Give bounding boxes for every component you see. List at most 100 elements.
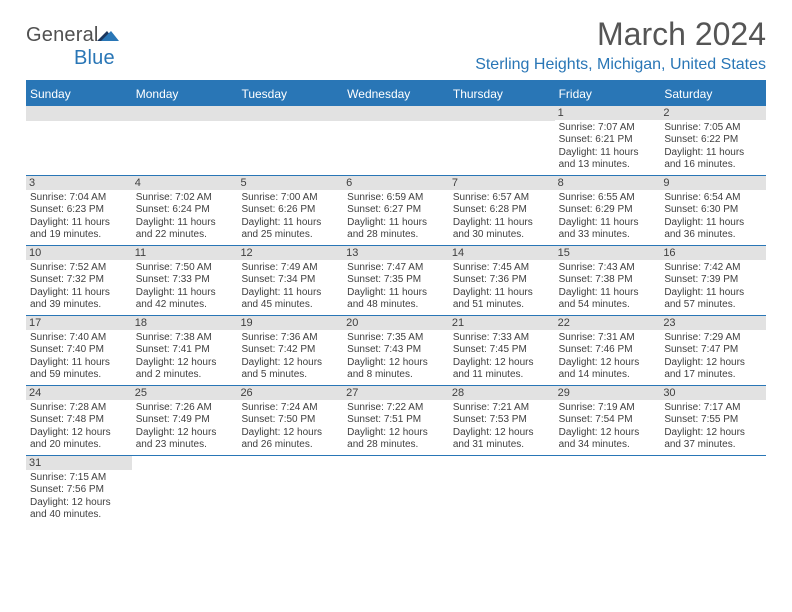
day-info: Sunrise: 6:54 AMSunset: 6:30 PMDaylight:… — [664, 192, 762, 242]
day-cell: 8 Sunrise: 6:55 AMSunset: 6:29 PMDaylight… — [555, 176, 661, 245]
day-cell: 12Sunrise: 7:49 AMSunset: 7:34 PMDayligh… — [237, 246, 343, 315]
day-cell: 9 Sunrise: 6:54 AMSunset: 6:30 PMDaylight… — [660, 176, 766, 245]
brand-name-1: General — [26, 24, 99, 46]
day-info: Sunrise: 7:29 AMSunset: 7:47 PMDaylight:… — [664, 332, 762, 382]
date-number: 12 — [237, 246, 343, 260]
day-cell: 11 Sunrise: 7:50 AMSunset: 7:33 PMDayligh… — [132, 246, 238, 315]
day-info: Sunrise: 7:45 AMSunset: 7:36 PMDaylight:… — [453, 262, 551, 312]
weekday-header-row: Sunday Monday Tuesday Wednesday Thursday… — [26, 82, 766, 106]
date-number: 8 — [555, 176, 661, 190]
week-row: 24Sunrise: 7:28 AMSunset: 7:48 PMDayligh… — [26, 386, 766, 456]
empty-datebar — [132, 106, 238, 121]
date-number: 4 — [132, 176, 238, 190]
day-cell: 14Sunrise: 7:45 AMSunset: 7:36 PMDayligh… — [449, 246, 555, 315]
day-info: Sunrise: 7:26 AMSunset: 7:49 PMDaylight:… — [136, 402, 234, 452]
date-number: 24 — [26, 386, 132, 400]
day-cell — [343, 106, 449, 175]
weekday-header: Saturday — [660, 82, 766, 106]
day-cell — [237, 106, 343, 175]
brand-name-2: Blue — [74, 47, 115, 69]
date-number: 18 — [132, 316, 238, 330]
day-cell: 17 Sunrise: 7:40 AMSunset: 7:40 PMDayligh… — [26, 316, 132, 385]
day-cell: 13Sunrise: 7:47 AMSunset: 7:35 PMDayligh… — [343, 246, 449, 315]
date-number: 17 — [26, 316, 132, 330]
week-row: 10Sunrise: 7:52 AMSunset: 7:32 PMDayligh… — [26, 246, 766, 316]
day-cell: 30Sunrise: 7:17 AMSunset: 7:55 PMDayligh… — [660, 386, 766, 455]
date-number: 19 — [237, 316, 343, 330]
day-cell: 22 Sunrise: 7:31 AMSunset: 7:46 PMDayligh… — [555, 316, 661, 385]
date-number: 31 — [26, 456, 132, 470]
day-info: Sunrise: 6:55 AMSunset: 6:29 PMDaylight:… — [559, 192, 657, 242]
day-cell: 31 Sunrise: 7:15 AMSunset: 7:56 PMDayligh… — [26, 456, 132, 525]
day-cell: 28 Sunrise: 7:21 AMSunset: 7:53 PMDayligh… — [449, 386, 555, 455]
date-number: 9 — [660, 176, 766, 190]
week-row: 3Sunrise: 7:04 AMSunset: 6:23 PMDaylight… — [26, 176, 766, 246]
date-number: 1 — [555, 106, 661, 120]
week-row: 1Sunrise: 7:07 AMSunset: 6:21 PMDaylight… — [26, 106, 766, 176]
empty-datebar — [449, 106, 555, 121]
day-cell: 23 Sunrise: 7:29 AMSunset: 7:47 PMDayligh… — [660, 316, 766, 385]
brand-logo: General Blue — [26, 24, 119, 70]
weekday-header: Thursday — [449, 82, 555, 106]
page-header: General Blue March 2024 Sterling Heights… — [26, 18, 766, 74]
empty-datebar — [26, 106, 132, 121]
week-row: 17 Sunrise: 7:40 AMSunset: 7:40 PMDayligh… — [26, 316, 766, 386]
day-info: Sunrise: 7:36 AMSunset: 7:42 PMDaylight:… — [241, 332, 339, 382]
day-info: Sunrise: 7:24 AMSunset: 7:50 PMDaylight:… — [241, 402, 339, 452]
date-number: 30 — [660, 386, 766, 400]
day-info: Sunrise: 7:19 AMSunset: 7:54 PMDaylight:… — [559, 402, 657, 452]
day-cell: 19 Sunrise: 7:36 AMSunset: 7:42 PMDayligh… — [237, 316, 343, 385]
day-cell: 5Sunrise: 7:00 AMSunset: 6:26 PMDaylight… — [237, 176, 343, 245]
date-number: 2 — [660, 106, 766, 120]
day-cell — [449, 106, 555, 175]
day-cell: 29Sunrise: 7:19 AMSunset: 7:54 PMDayligh… — [555, 386, 661, 455]
day-cell: 1Sunrise: 7:07 AMSunset: 6:21 PMDaylight… — [555, 106, 661, 175]
day-info: Sunrise: 7:05 AMSunset: 6:22 PMDaylight:… — [664, 122, 762, 172]
day-info: Sunrise: 7:02 AMSunset: 6:24 PMDaylight:… — [136, 192, 234, 242]
day-cell: 24Sunrise: 7:28 AMSunset: 7:48 PMDayligh… — [26, 386, 132, 455]
day-cell: 20Sunrise: 7:35 AMSunset: 7:43 PMDayligh… — [343, 316, 449, 385]
day-info: Sunrise: 7:40 AMSunset: 7:40 PMDaylight:… — [30, 332, 128, 382]
day-cell: 21 Sunrise: 7:33 AMSunset: 7:45 PMDayligh… — [449, 316, 555, 385]
day-info: Sunrise: 7:15 AMSunset: 7:56 PMDaylight:… — [30, 472, 128, 522]
location-subtitle: Sterling Heights, Michigan, United State… — [475, 56, 766, 74]
date-number: 16 — [660, 246, 766, 260]
day-cell: 27Sunrise: 7:22 AMSunset: 7:51 PMDayligh… — [343, 386, 449, 455]
date-number: 26 — [237, 386, 343, 400]
weekday-header: Monday — [132, 82, 238, 106]
empty-datebar — [343, 106, 449, 121]
day-info: Sunrise: 7:35 AMSunset: 7:43 PMDaylight:… — [347, 332, 445, 382]
date-number: 5 — [237, 176, 343, 190]
weekday-header: Wednesday — [343, 82, 449, 106]
empty-datebar — [237, 106, 343, 121]
calendar-grid: Sunday Monday Tuesday Wednesday Thursday… — [26, 80, 766, 525]
date-number: 22 — [555, 316, 661, 330]
day-cell: 4 Sunrise: 7:02 AMSunset: 6:24 PMDaylight… — [132, 176, 238, 245]
day-info: Sunrise: 7:50 AMSunset: 7:33 PMDaylight:… — [136, 262, 234, 312]
date-number: 23 — [660, 316, 766, 330]
flag-icon — [97, 27, 119, 43]
day-cell: 18 Sunrise: 7:38 AMSunset: 7:41 PMDayligh… — [132, 316, 238, 385]
date-number: 15 — [555, 246, 661, 260]
day-cell — [343, 456, 449, 525]
weekday-header: Tuesday — [237, 82, 343, 106]
weekday-header: Friday — [555, 82, 661, 106]
day-info: Sunrise: 7:33 AMSunset: 7:45 PMDaylight:… — [453, 332, 551, 382]
day-cell — [26, 106, 132, 175]
day-info: Sunrise: 7:52 AMSunset: 7:32 PMDaylight:… — [30, 262, 128, 312]
day-info: Sunrise: 7:38 AMSunset: 7:41 PMDaylight:… — [136, 332, 234, 382]
date-number: 28 — [449, 386, 555, 400]
day-cell: 15Sunrise: 7:43 AMSunset: 7:38 PMDayligh… — [555, 246, 661, 315]
day-cell: 2 Sunrise: 7:05 AMSunset: 6:22 PMDaylight… — [660, 106, 766, 175]
date-number: 21 — [449, 316, 555, 330]
date-number: 11 — [132, 246, 238, 260]
day-info: Sunrise: 7:31 AMSunset: 7:46 PMDaylight:… — [559, 332, 657, 382]
day-cell — [660, 456, 766, 525]
month-title: March 2024 — [475, 18, 766, 52]
day-cell — [132, 106, 238, 175]
day-cell — [237, 456, 343, 525]
day-cell: 10Sunrise: 7:52 AMSunset: 7:32 PMDayligh… — [26, 246, 132, 315]
day-info: Sunrise: 7:21 AMSunset: 7:53 PMDaylight:… — [453, 402, 551, 452]
date-number: 3 — [26, 176, 132, 190]
day-cell: 7Sunrise: 6:57 AMSunset: 6:28 PMDaylight… — [449, 176, 555, 245]
